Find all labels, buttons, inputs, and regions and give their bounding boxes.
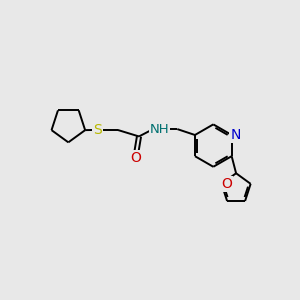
Text: O: O: [221, 177, 232, 191]
Text: N: N: [230, 128, 241, 142]
Text: S: S: [93, 123, 102, 137]
Text: O: O: [130, 151, 141, 165]
Text: NH: NH: [150, 123, 169, 136]
